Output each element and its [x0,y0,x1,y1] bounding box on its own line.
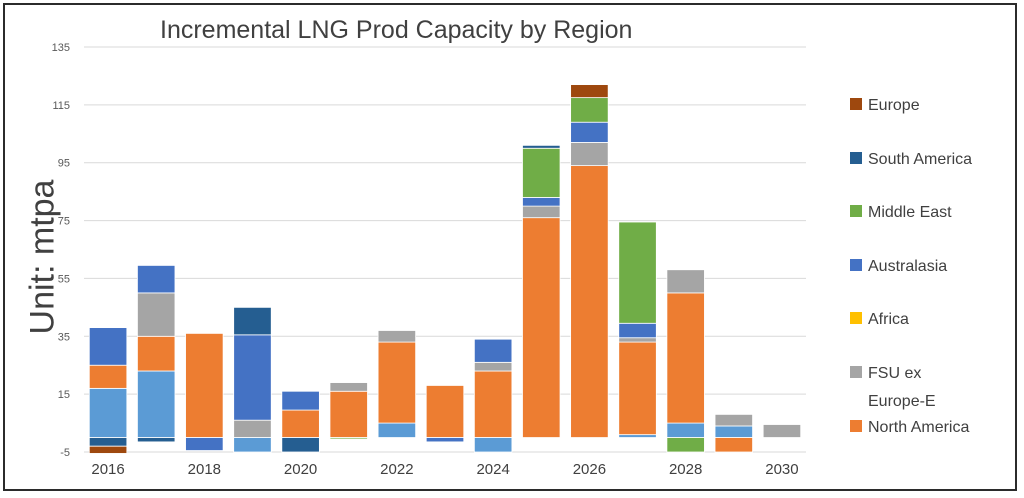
bar-segment [570,142,609,167]
bar-segment-negative [281,437,320,453]
legend-swatch [850,205,862,217]
bar-segment [377,330,417,343]
bar-segment [618,322,657,339]
bar-segment [281,390,320,411]
legend-swatch [850,98,862,110]
bar-segment [666,292,705,424]
bar-segment [570,121,609,143]
bar-segment-negative [88,437,128,447]
legend-item: Africa [850,306,978,334]
legend-item: FSU ex Europe-E [850,360,978,416]
bar-segment [233,306,272,336]
legend-label: Australasia [868,258,948,275]
bar-segment [88,327,128,366]
y-tick-label: 55 [58,273,70,285]
bar-segment [329,382,368,392]
bar-segment [762,424,802,438]
y-tick-label: 95 [58,158,70,170]
bar-segment [522,205,561,219]
bar-segment [714,425,753,438]
legend-item: Australasia [850,253,978,281]
legend-item: Middle East [850,199,978,227]
x-tick-label: 2016 [91,461,124,478]
bar-segment-negative [137,437,176,443]
bar-segment [425,385,465,438]
bar-segment-negative [714,437,753,453]
legend-swatch [850,312,862,324]
legend-swatch [850,259,862,271]
y-tick-label: 35 [58,331,70,343]
bar-segment [570,165,609,438]
x-tick-labels: 2016 2018 2020 2022 2024 2026 2028 2030 [91,461,798,478]
bar-segment [377,341,417,424]
bar-segment [137,292,176,337]
legend-item: South America [850,146,978,174]
legend-swatch [850,366,862,378]
bar-segment [714,413,753,427]
bar-segment [618,337,657,343]
bar-segment [618,341,657,436]
y-tick-label: 75 [58,216,70,228]
bar-segment [666,269,705,294]
bar-segment [281,409,320,438]
legend-label: Africa [868,311,909,328]
y-tick-labels: -5 15 35 55 75 95 115 135 [52,42,70,459]
bar-segment-negative [473,437,513,453]
bar-segment [570,84,609,99]
bar-segment [522,217,561,438]
bar-segment [329,390,368,438]
x-tick-label: 2026 [573,461,606,478]
bar-segment [618,434,657,438]
bar-segment [88,387,128,438]
bar-segment [473,370,513,438]
legend-swatch [850,152,862,164]
bar-segment [522,147,561,198]
x-tick-label: 2028 [669,461,702,478]
bar-segment [570,97,609,123]
bar-segment [522,144,561,149]
legend-label: Europe [868,97,920,114]
bar-segment [137,335,176,372]
legend-label: Middle East [868,204,952,221]
bar-segment [473,361,513,372]
bar-segment [88,364,128,389]
legend-item: North America [850,414,978,442]
legend-label: FSU ex Europe-E [868,365,936,410]
bar-segment [233,334,272,421]
bar-segment [522,197,561,207]
x-tick-label: 2030 [765,461,798,478]
bar-segment [473,338,513,363]
y-tick-label: 135 [52,42,70,54]
bar-segment [233,419,272,438]
bar-segment [137,265,176,294]
bar-segment [137,370,176,438]
y-tick-label: 15 [58,389,70,401]
y-tick-label: -5 [60,447,70,459]
bar-segment [618,221,657,324]
x-tick-label: 2022 [380,461,413,478]
bar-segment-negative [329,437,368,440]
x-tick-label: 2018 [188,461,221,478]
legend-label: North America [868,419,970,436]
chart-title: Incremental LNG Prod Capacity by Region [160,16,633,44]
bar-segment [185,332,224,438]
bar-segment [377,422,417,438]
bar-segment-negative [233,437,272,453]
legend-swatch [850,420,862,432]
bar-segment-negative [88,445,128,454]
bar-segment [666,422,705,438]
y-tick-label: 115 [52,100,70,112]
bars [88,84,802,454]
x-tick-label: 2020 [284,461,317,478]
bar-segment-negative [185,437,224,451]
legend-item: Europe [850,92,978,120]
legend-label: South America [868,151,973,168]
bar-segment-negative [666,437,705,453]
bar-segment-negative [425,437,465,443]
x-tick-label: 2024 [476,461,509,478]
